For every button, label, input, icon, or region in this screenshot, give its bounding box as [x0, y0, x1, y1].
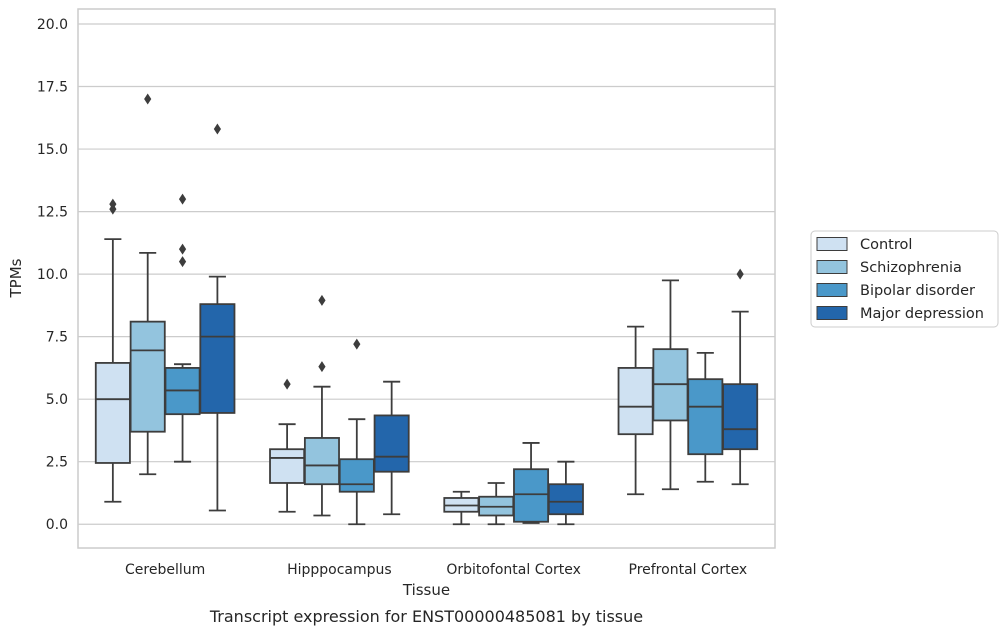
legend-entry-label: Major depression [860, 306, 984, 322]
y-tick-label: 15.0 [37, 142, 68, 158]
x-tick-label: Prefrontal Cortex [629, 562, 748, 578]
outlier-point [737, 269, 744, 280]
outlier-point [284, 379, 291, 390]
box-group [479, 483, 513, 524]
y-tick-label: 17.5 [37, 80, 68, 96]
box [305, 438, 339, 484]
x-tick-label: Hipppocampus [287, 562, 392, 578]
legend-entry-label: Bipolar disorder [860, 283, 975, 299]
outlier-point [353, 339, 360, 350]
y-axis-ticks: 0.0 2.5 5.0 7.5 10.0 12.5 15.0 17.5 20.0 [37, 17, 68, 533]
outlier-point [214, 124, 221, 135]
box-group [688, 353, 722, 482]
box-group [619, 327, 653, 495]
box [340, 459, 374, 492]
y-tick-label: 0.0 [46, 517, 68, 533]
y-tick-label: 12.5 [37, 205, 68, 221]
legend-swatch [817, 307, 847, 320]
box [200, 304, 234, 413]
x-axis-ticks: Cerebellum Hipppocampus Orbitofontal Corte… [125, 562, 747, 578]
box-group [165, 194, 199, 462]
box-series [96, 94, 757, 525]
outlier-point [179, 256, 186, 267]
box-group [653, 280, 687, 489]
box-group [131, 94, 165, 475]
outlier-point [179, 244, 186, 255]
box-group [305, 295, 339, 516]
box [723, 384, 757, 449]
box-group [514, 443, 548, 523]
box-plot-chart: 0.0 2.5 5.0 7.5 10.0 12.5 15.0 17.5 20.0 Cerebel… [0, 0, 1007, 634]
box-group [200, 124, 234, 511]
x-tick-label: Cerebellum [125, 562, 205, 578]
box-group [96, 199, 130, 502]
y-tick-label: 20.0 [37, 17, 68, 33]
outlier-point [318, 295, 325, 306]
outlier-point [179, 194, 186, 205]
box [270, 449, 304, 483]
box-group [549, 462, 583, 525]
legend-entry-label: Schizophrenia [860, 260, 962, 276]
y-tick-label: 2.5 [46, 455, 68, 471]
box-group [723, 269, 757, 485]
legend: Control Schizophrenia Bipolar disorder Majo… [811, 231, 998, 327]
outlier-point [318, 361, 325, 372]
outlier-point [144, 94, 151, 105]
x-axis-label: Tissue [402, 581, 450, 599]
box [619, 368, 653, 434]
box [96, 363, 130, 463]
box [514, 469, 548, 522]
legend-entry-label: Control [860, 237, 912, 253]
box-group [375, 382, 409, 515]
box [375, 415, 409, 471]
box [131, 322, 165, 432]
chart-caption: Transcript expression for ENST0000048508… [209, 607, 643, 626]
legend-swatch [817, 238, 847, 251]
y-tick-label: 10.0 [37, 267, 68, 283]
box-group [340, 339, 374, 525]
box [549, 484, 583, 514]
x-tick-label: Orbitofontal Cortex [446, 562, 581, 578]
y-tick-label: 5.0 [46, 392, 68, 408]
y-tick-label: 7.5 [46, 330, 68, 346]
y-axis-label: TPMs [7, 258, 25, 298]
legend-swatch [817, 261, 847, 274]
legend-swatch [817, 284, 847, 297]
box-group [444, 492, 478, 525]
box [688, 379, 722, 454]
